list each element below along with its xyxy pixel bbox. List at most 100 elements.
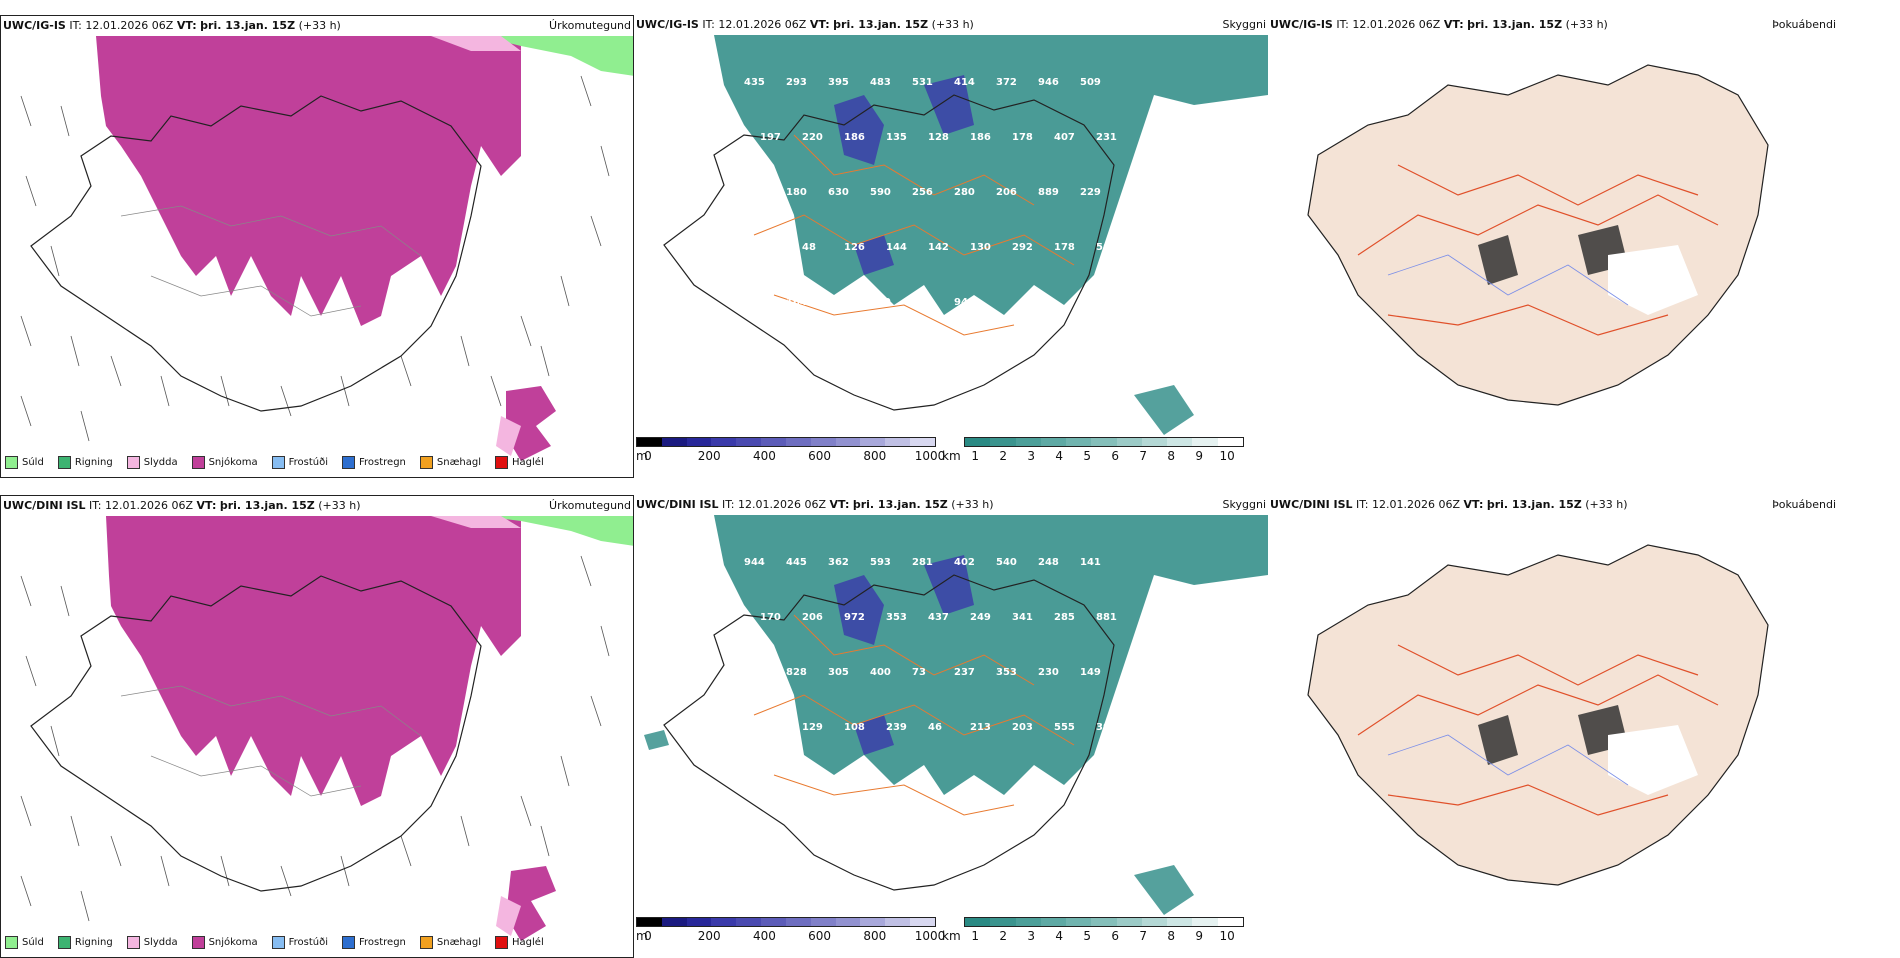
visibility-value-label: 170 [760,612,781,623]
visibility-value-label: 230 [1038,667,1059,678]
visibility-value-label: 47 [744,297,758,308]
roads [1357,164,1719,336]
visibility-value-label: 372 [996,77,1017,88]
legend-item-snow-pellets: Snæhagl [419,456,481,469]
visibility-tick-label: 2 [999,929,1008,943]
visibility-tick-label: 4 [1055,929,1064,943]
vt-label: VT: [1463,498,1484,511]
visibility-value-label: 292 [1012,242,1033,253]
coastline [30,95,482,412]
visibility-value-label: 206 [828,297,849,308]
fog-dark [1478,705,1628,765]
legend-label: Snjókoma [208,457,258,468]
height-tick-label: 0 [644,449,652,463]
visibility-value-label: 256 [912,187,933,198]
visibility-value-label: 679 [744,187,765,198]
low-visibility-patch [1134,865,1194,915]
fog-index-panel-row2: UWC/DINI ISL IT: 12.01.2026 06Z VT: þri.… [1268,495,1900,958]
visibility-value-label: 407 [1054,132,1075,143]
precip-legend: Súld Rigning Slydda Snjókoma Frostúði Fr… [5,456,544,469]
visibility-value-label: 126 [844,242,865,253]
visibility-value-label: 400 [870,667,891,678]
visibility-value-label: 48 [802,242,816,253]
visibility-value-label: 944 [744,557,765,568]
vt-value: þri. 13.jan. 15Z [833,18,929,31]
visibility-value-label: 564 [1096,242,1117,253]
visibility-value-label: 395 [828,77,849,88]
legend-item-hail: Haglél [495,936,544,949]
visibility-value-label: 197 [760,132,781,143]
legend-item-drizzle: Súld [5,936,44,949]
height-tick-label: 400 [752,929,776,943]
visibility-colorbar-ticks: 1 2 3 4 5 6 7 8 9 10 [964,929,1244,943]
precip-map [20,516,633,941]
height-colorbar: 0 200 400 600 800 1000 m [636,437,945,463]
visibility-value-label: 237 [954,667,975,678]
legend-label: Frostúði [288,937,328,948]
legend-label: Haglél [512,457,544,468]
visibility-value-label: 435 [744,77,765,88]
field-name: Skyggni [1222,498,1266,511]
roads [1357,644,1719,816]
legend-label: Súld [22,937,44,948]
precip-type-panel-row1: UWC/IG-IS IT: 12.01.2026 06Z VT: þri. 13… [0,15,634,478]
sleet-area [431,516,521,528]
visibility-colorbar-cells [964,437,1244,447]
legend-label: Snjókoma [208,937,258,948]
visibility-tick-label: 5 [1083,449,1092,463]
visibility-value-label: 593 [870,557,891,568]
fog-clear [1608,245,1698,315]
height-tick-label: 600 [808,929,832,943]
fog-index-map [1307,544,1769,886]
height-colorbar-ticks: 0 200 400 600 800 1000 [636,449,945,463]
height-colorbar-ticks: 0 200 400 600 800 1000 [636,929,945,943]
legend-item-sleet: Slydda [126,936,178,949]
snow-area [96,36,521,326]
legend-label: Slydda [143,937,178,948]
visibility-value-label: 972 [844,612,865,623]
visibility-value-label: 362 [828,557,849,568]
precip-type-panel-row2: UWC/DINI ISL IT: 12.01.2026 06Z VT: þri.… [0,495,634,958]
visibility-value-label: 483 [870,77,891,88]
vt-label: VT: [809,18,830,31]
visibility-tick-label: 2 [999,449,1008,463]
legend-item-freezing-rain: Frostregn [342,456,406,469]
visibility-value-label: 437 [928,612,949,623]
visibility-panel-row2: UWC/DINI ISL IT: 12.01.2026 06Z VT: þri.… [634,495,1268,958]
legend-label: Súld [22,457,44,468]
visibility-value-label: 570 [870,297,891,308]
drizzle-area [481,36,633,76]
sleet-area [431,36,521,51]
visibility-map: 944 445 362 593 281 402 540 248 141 170 206 972 353 4… [644,515,1268,915]
legend-item-snow: Snjókoma [191,936,258,949]
lead-time: (+33 h) [931,18,974,31]
height-tick-label: 200 [697,929,721,943]
legend-label: Frostregn [359,937,406,948]
fog-clear [1608,725,1698,795]
field-name: Úrkomutegund [549,19,631,32]
visibility-value-label: 248 [1038,557,1059,568]
vt-value: þri. 13.jan. 15Z [200,19,296,32]
visibility-tick-label: 1 [971,929,980,943]
panel-title: UWC/IG-IS IT: 12.01.2026 06Z VT: þri. 13… [3,19,631,33]
panel-title: UWC/IG-IS IT: 12.01.2026 06Z VT: þri. 13… [1270,18,1898,32]
visibility-value-label: 164 [786,297,807,308]
wind-barbs [20,555,610,922]
visibility-tick-label: 9 [1195,929,1204,943]
visibility-value-label: 186 [970,132,991,143]
visibility-value-label: 149 [1080,667,1101,678]
visibility-value-label: 341 [1012,612,1033,623]
visibility-value-label: 128 [928,132,949,143]
visibility-value-label: 540 [996,557,1017,568]
elevation-contours [834,75,974,275]
visibility-value-label: 468 [912,297,933,308]
model-name: UWC/IG-IS [1270,18,1333,31]
visibility-tick-label: 3 [1027,929,1036,943]
visibility-value-label: 946 [1038,77,1059,88]
precip-map [20,36,633,461]
visibility-tick-label: 6 [1111,929,1120,943]
visibility-value-label: 141 [1080,557,1101,568]
it-value: 12.01.2026 06Z [85,19,174,32]
visibility-value-label: 531 [912,77,933,88]
visibility-value-label: 293 [786,77,807,88]
